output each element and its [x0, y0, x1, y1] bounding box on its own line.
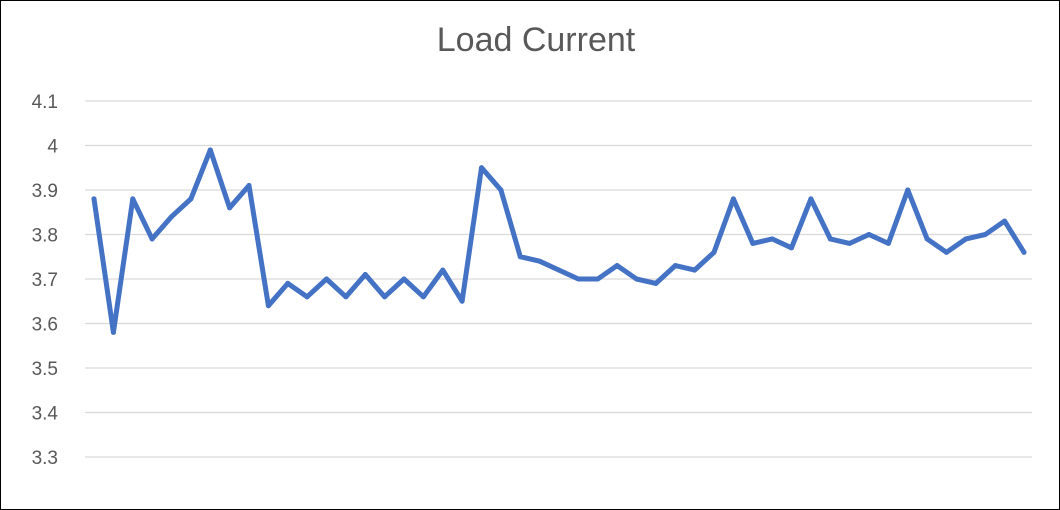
- data-point: [401, 276, 407, 282]
- y-tick-label: 4: [47, 137, 58, 158]
- data-point: [343, 294, 349, 300]
- series-layer: [91, 147, 1027, 335]
- data-point: [963, 236, 969, 242]
- y-tick-label: 3.8: [32, 226, 58, 247]
- data-point: [537, 258, 543, 264]
- data-point: [905, 187, 911, 193]
- data-point: [672, 263, 678, 269]
- data-point: [207, 147, 213, 153]
- data-point: [479, 165, 484, 171]
- data-point: [304, 294, 310, 300]
- y-tick-label: 3.6: [32, 315, 58, 336]
- data-point: [614, 263, 620, 269]
- data-point: [169, 214, 174, 220]
- data-point: [730, 196, 736, 202]
- data-point: [692, 267, 698, 273]
- data-point: [324, 276, 329, 282]
- y-axis-ticks: 3.3 3.4 3.5 3.6 3.7 3.8 3.9 4 4.1: [32, 92, 59, 469]
- y-tick-label: 3.4: [32, 404, 59, 425]
- data-point: [227, 205, 233, 211]
- y-tick-label: 3.5: [32, 359, 58, 380]
- data-point: [808, 196, 814, 202]
- data-point: [944, 249, 949, 255]
- series-line: [91, 147, 1027, 335]
- y-tick-label: 3.9: [32, 181, 58, 202]
- data-point: [827, 236, 833, 242]
- data-point: [847, 240, 853, 246]
- y-tick-label: 3.3: [32, 448, 58, 469]
- data-point: [575, 276, 581, 282]
- data-point: [1002, 218, 1008, 224]
- data-point: [769, 236, 775, 242]
- data-point: [130, 196, 136, 202]
- data-point: [110, 329, 116, 335]
- data-point: [653, 280, 659, 286]
- data-point: [634, 276, 639, 282]
- data-point: [459, 298, 465, 304]
- data-point: [91, 196, 97, 202]
- data-point: [188, 196, 194, 202]
- y-tick-label: 4.1: [32, 92, 58, 113]
- data-point: [498, 187, 504, 193]
- data-point: [149, 236, 155, 242]
- data-point: [885, 240, 891, 246]
- data-point: [595, 276, 601, 282]
- data-point: [711, 249, 717, 255]
- data-point: [982, 232, 988, 237]
- data-point: [362, 272, 368, 278]
- data-point: [440, 267, 446, 273]
- y-tick-label: 3.7: [32, 270, 58, 291]
- data-point: [285, 280, 291, 286]
- data-point: [1021, 249, 1027, 255]
- data-point: [420, 294, 426, 300]
- data-point: [382, 294, 388, 300]
- data-point: [556, 267, 562, 273]
- data-point: [750, 240, 756, 246]
- data-point: [924, 236, 930, 242]
- data-point: [866, 232, 872, 237]
- data-point: [265, 303, 271, 309]
- chart-title: Load Current: [437, 21, 636, 59]
- data-point: [246, 183, 252, 189]
- grid-layer: [85, 100, 1032, 458]
- data-point: [789, 245, 794, 251]
- data-point: [517, 254, 523, 260]
